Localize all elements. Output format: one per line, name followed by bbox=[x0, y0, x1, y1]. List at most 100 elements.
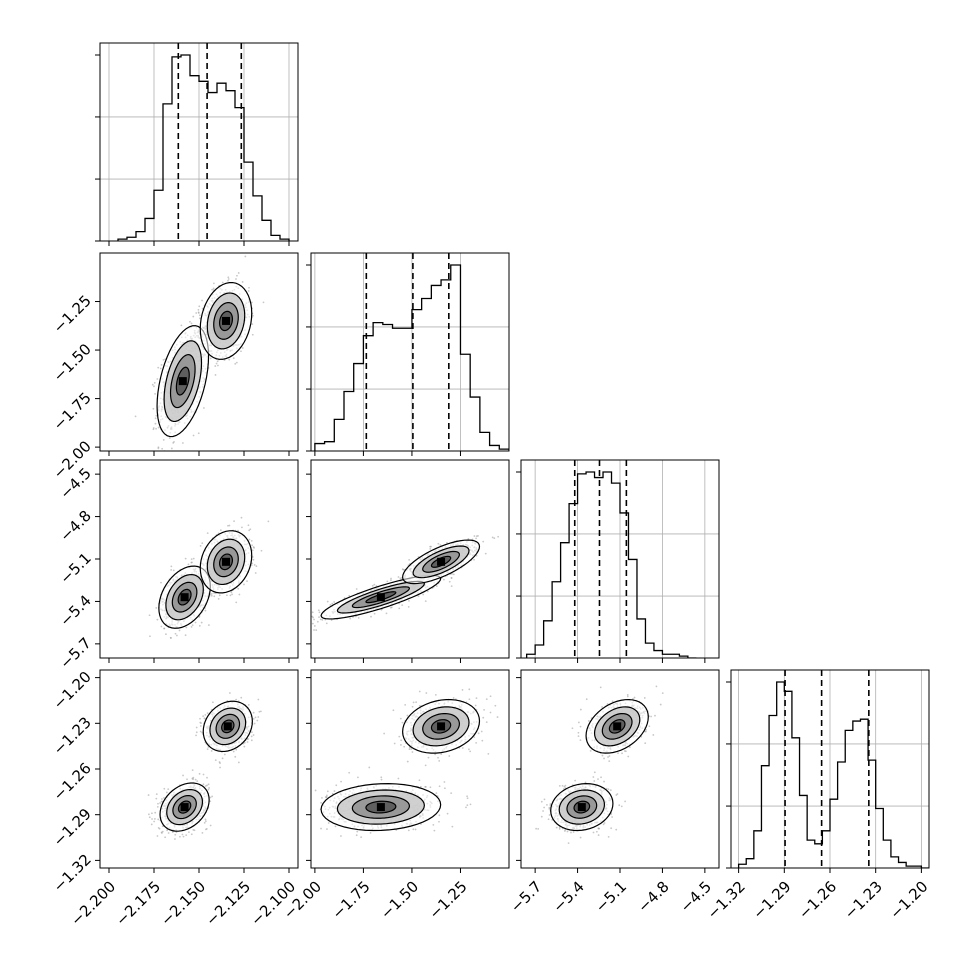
sample-point bbox=[192, 315, 195, 318]
sample-point bbox=[217, 364, 219, 367]
sample-point bbox=[235, 361, 238, 364]
sample-point bbox=[200, 621, 203, 624]
sample-point bbox=[203, 821, 206, 824]
density-peak bbox=[180, 593, 189, 602]
sample-point bbox=[450, 585, 453, 588]
sample-point bbox=[190, 833, 193, 836]
sample-point bbox=[267, 520, 270, 523]
sample-point bbox=[234, 362, 237, 365]
sample-point bbox=[298, 613, 300, 615]
sample-point bbox=[157, 366, 160, 369]
sample-point bbox=[207, 624, 210, 626]
y-tick-label: −1.75 bbox=[50, 389, 95, 434]
sample-point bbox=[182, 774, 184, 777]
sample-point bbox=[217, 597, 220, 600]
sample-point bbox=[199, 545, 202, 547]
sample-point bbox=[390, 577, 392, 580]
panel-frame bbox=[310, 252, 510, 452]
sample-point bbox=[156, 835, 159, 837]
sample-point bbox=[348, 594, 351, 597]
sample-point bbox=[227, 279, 229, 282]
sample-point bbox=[430, 545, 432, 548]
sample-point bbox=[475, 537, 477, 540]
sample-point bbox=[162, 439, 165, 441]
sample-point bbox=[192, 434, 195, 437]
sample-point bbox=[370, 615, 372, 618]
panel-frame bbox=[520, 459, 720, 659]
sample-point bbox=[209, 796, 212, 799]
sample-point bbox=[313, 625, 316, 627]
sample-point bbox=[484, 552, 487, 555]
sample-point bbox=[429, 548, 432, 550]
sample-point bbox=[191, 561, 193, 564]
y-tick-label: −1.50 bbox=[50, 340, 95, 385]
sample-point bbox=[236, 274, 238, 277]
sample-point bbox=[315, 629, 318, 631]
sample-point bbox=[235, 601, 238, 604]
sample-point bbox=[475, 554, 478, 557]
sample-point bbox=[252, 558, 255, 561]
sample-point bbox=[331, 602, 334, 605]
sample-point bbox=[247, 290, 250, 292]
sample-point bbox=[153, 381, 156, 384]
sample-point bbox=[149, 635, 151, 638]
panel-frame bbox=[99, 252, 299, 452]
sample-point bbox=[150, 823, 153, 826]
sample-point bbox=[311, 611, 314, 614]
histogram-panel-p1 bbox=[306, 252, 510, 456]
sample-point bbox=[251, 333, 254, 336]
sample-point bbox=[318, 611, 321, 614]
sample-point bbox=[448, 580, 451, 583]
sample-point bbox=[221, 281, 224, 284]
sample-point bbox=[154, 392, 156, 395]
sample-point bbox=[237, 529, 239, 532]
sample-point bbox=[248, 286, 250, 289]
sample-point bbox=[317, 609, 320, 612]
sample-point bbox=[164, 492, 166, 494]
histogram-step bbox=[117, 54, 290, 241]
sample-point bbox=[437, 542, 440, 545]
sample-point bbox=[174, 833, 177, 836]
sample-point bbox=[439, 544, 442, 546]
sample-point bbox=[371, 584, 374, 587]
histogram-step bbox=[314, 264, 509, 451]
sample-point bbox=[482, 540, 485, 543]
sample-point bbox=[153, 385, 155, 388]
sample-point bbox=[196, 780, 199, 783]
sample-point bbox=[357, 617, 360, 619]
sample-point bbox=[171, 831, 174, 833]
sample-point bbox=[446, 541, 448, 544]
sample-point bbox=[426, 590, 429, 593]
sample-point bbox=[238, 593, 241, 596]
sample-point bbox=[176, 634, 178, 637]
sample-point bbox=[349, 617, 352, 620]
sample-point bbox=[260, 549, 263, 552]
sample-point bbox=[251, 323, 254, 326]
sample-point bbox=[204, 818, 207, 821]
sample-point bbox=[385, 612, 388, 615]
sample-point bbox=[202, 773, 205, 776]
sample-point bbox=[473, 535, 476, 537]
density-peak bbox=[222, 557, 230, 566]
sample-point bbox=[174, 838, 176, 840]
panel-frame bbox=[99, 42, 299, 242]
sample-point bbox=[187, 563, 190, 566]
sample-point bbox=[155, 793, 158, 796]
sample-point bbox=[154, 417, 157, 420]
sample-point bbox=[206, 532, 209, 535]
sample-point bbox=[198, 616, 201, 618]
sample-point bbox=[308, 618, 310, 620]
sample-point bbox=[235, 278, 237, 280]
sample-point bbox=[204, 820, 207, 823]
sample-point bbox=[330, 619, 333, 621]
sample-point bbox=[181, 442, 184, 444]
sample-point bbox=[308, 614, 310, 616]
sample-point bbox=[155, 797, 158, 800]
sample-point bbox=[195, 312, 198, 314]
sample-point bbox=[167, 832, 170, 834]
sample-point bbox=[174, 632, 177, 635]
sample-point bbox=[159, 367, 162, 370]
sample-point bbox=[243, 583, 245, 586]
sample-point bbox=[247, 524, 250, 527]
sample-point bbox=[165, 791, 168, 794]
